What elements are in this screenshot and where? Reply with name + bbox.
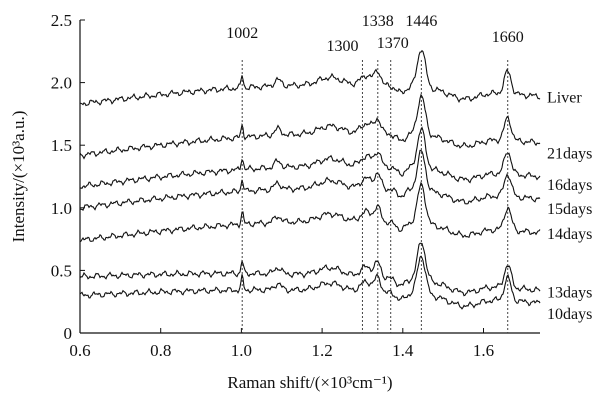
series-label-21days: 21days — [547, 146, 592, 163]
y-tick-label: 0.5 — [51, 261, 72, 280]
x-tick-label: 0.6 — [69, 341, 90, 360]
peak-label-1446: 1446 — [405, 13, 437, 30]
spectra-traces — [79, 49, 541, 310]
x-tick-label: 1.0 — [231, 341, 252, 360]
series-labels: Liver 21days 16days 15days 14days 13days 10day… — [547, 89, 592, 323]
peak-label-1002: 1002 — [226, 25, 258, 42]
x-axis-title: Raman shift/(×10³cm⁻¹) — [227, 373, 392, 392]
x-tick-label: 1.6 — [473, 341, 494, 360]
y-tick-label: 1.0 — [51, 199, 72, 218]
series-label-16days: 16days — [547, 177, 592, 194]
series-line-16days — [79, 126, 541, 190]
series-label-10days: 10days — [547, 306, 592, 323]
series-line-10days — [79, 255, 541, 310]
series-label-13days: 13days — [547, 285, 592, 302]
y-tick-label: 2.5 — [51, 11, 72, 30]
series-label-15days: 15days — [547, 201, 592, 218]
peak-label-1300: 1300 — [326, 38, 358, 55]
series-line-Liver — [79, 49, 541, 107]
x-tick-label: 1.4 — [392, 341, 414, 360]
axes: 0.6 0.8 1.0 1.2 1.4 1.6 0 0.5 1.0 1.5 2.0 2.5 — [51, 11, 540, 360]
y-tick-label: 2.0 — [51, 74, 72, 93]
series-label-Liver: Liver — [547, 89, 582, 106]
peak-reference-lines — [241, 60, 509, 333]
y-tick-label: 1.5 — [51, 136, 72, 155]
series-line-15days — [79, 149, 541, 212]
x-tick-label: 0.8 — [150, 341, 171, 360]
y-axis-title: Intensity/(×10³a.u.) — [9, 111, 28, 243]
series-label-14days: 14days — [547, 226, 592, 243]
x-tick-label: 1.2 — [311, 341, 332, 360]
series-line-14days — [79, 181, 541, 243]
peak-label-1338: 1338 — [362, 13, 394, 30]
series-line-21days — [79, 93, 541, 160]
series-line-13days — [79, 242, 541, 297]
peak-label-1370: 1370 — [377, 35, 409, 52]
y-tick-label: 0 — [64, 324, 73, 343]
peak-label-1660: 1660 — [492, 29, 524, 46]
